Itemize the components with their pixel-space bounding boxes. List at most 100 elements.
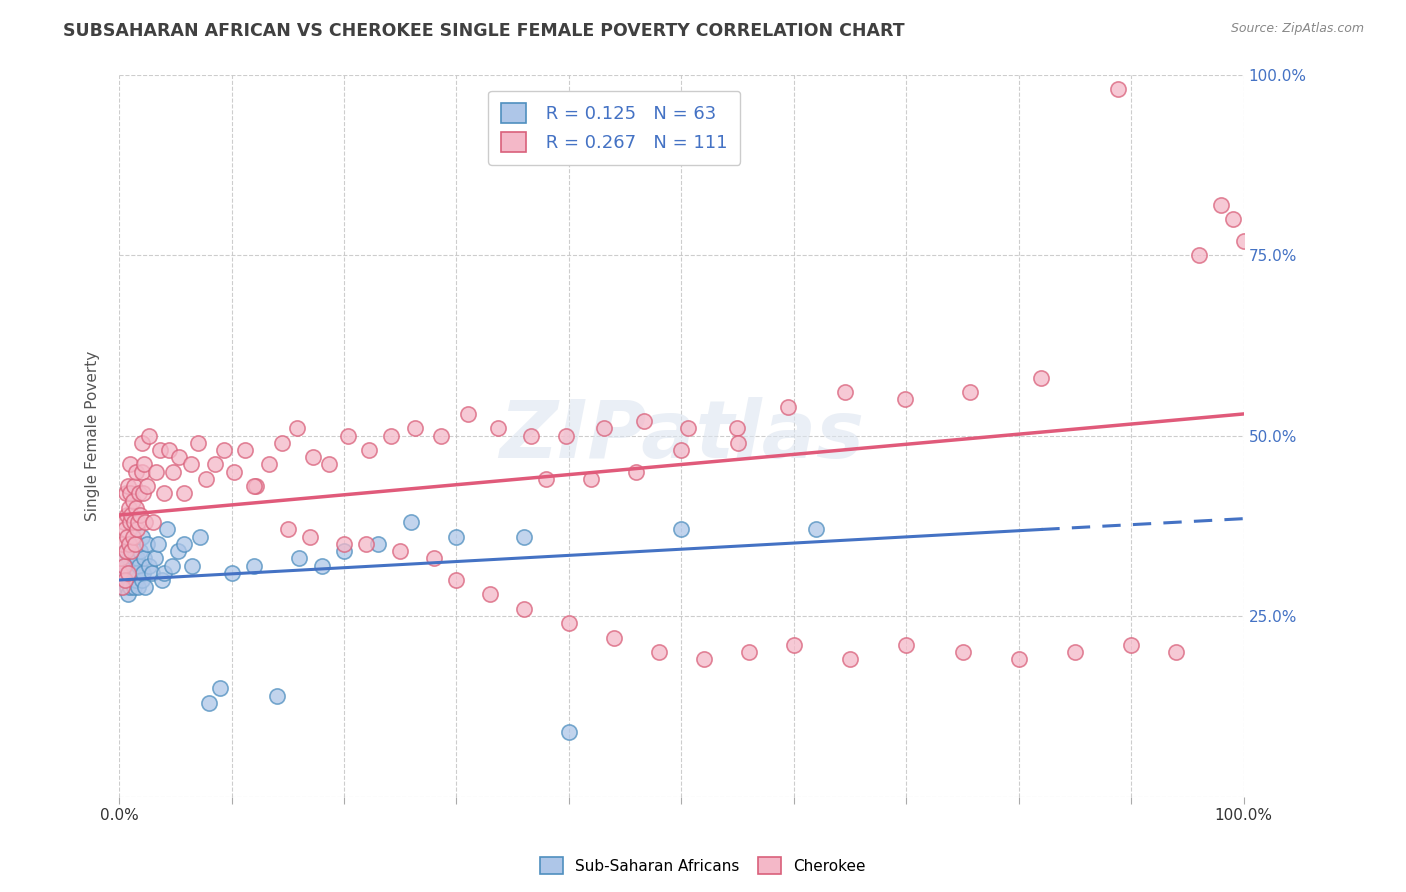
- Point: [127, 515, 149, 529]
- Point: [120, 508, 142, 522]
- Point: [271, 435, 294, 450]
- Point: [120, 458, 142, 472]
- Point: [558, 616, 581, 631]
- Point: [111, 537, 134, 551]
- Y-axis label: Single Female Poverty: Single Female Poverty: [86, 351, 100, 521]
- Point: [132, 458, 155, 472]
- Point: [693, 652, 716, 666]
- Point: [110, 566, 132, 580]
- Point: [648, 645, 671, 659]
- Point: [839, 652, 862, 666]
- Point: [153, 566, 176, 580]
- Point: [204, 458, 226, 472]
- Point: [180, 458, 202, 472]
- Point: [188, 530, 211, 544]
- Point: [404, 421, 426, 435]
- Point: [142, 515, 165, 529]
- Point: [114, 573, 136, 587]
- Point: [118, 551, 141, 566]
- Point: [112, 515, 135, 529]
- Point: [157, 443, 180, 458]
- Point: [212, 443, 235, 458]
- Point: [633, 414, 655, 428]
- Text: Source: ZipAtlas.com: Source: ZipAtlas.com: [1230, 22, 1364, 36]
- Point: [333, 544, 356, 558]
- Point: [111, 580, 134, 594]
- Point: [896, 638, 918, 652]
- Point: [120, 544, 142, 558]
- Point: [1121, 638, 1143, 652]
- Point: [1031, 371, 1053, 385]
- Point: [778, 400, 800, 414]
- Point: [114, 486, 136, 500]
- Point: [301, 450, 323, 465]
- Point: [112, 558, 135, 573]
- Point: [783, 638, 806, 652]
- Point: [138, 428, 160, 442]
- Point: [120, 486, 142, 500]
- Point: [959, 385, 981, 400]
- Point: [536, 472, 558, 486]
- Point: [150, 573, 173, 587]
- Point: [117, 587, 139, 601]
- Point: [581, 472, 603, 486]
- Point: [148, 443, 170, 458]
- Point: [134, 580, 156, 594]
- Point: [558, 724, 581, 739]
- Point: [337, 428, 360, 442]
- Point: [162, 465, 184, 479]
- Point: [806, 523, 828, 537]
- Point: [167, 450, 190, 465]
- Point: [446, 573, 468, 587]
- Point: [457, 407, 479, 421]
- Point: [423, 551, 446, 566]
- Point: [311, 558, 333, 573]
- Point: [285, 421, 308, 435]
- Point: [160, 558, 183, 573]
- Point: [118, 500, 141, 515]
- Point: [121, 573, 143, 587]
- Point: [132, 551, 155, 566]
- Point: [554, 428, 576, 442]
- Point: [356, 537, 378, 551]
- Point: [173, 486, 195, 500]
- Point: [738, 645, 761, 659]
- Point: [1188, 248, 1211, 262]
- Point: [120, 544, 142, 558]
- Point: [120, 580, 142, 594]
- Point: [122, 551, 145, 566]
- Point: [131, 530, 153, 544]
- Point: [671, 443, 693, 458]
- Point: [125, 566, 148, 580]
- Point: [108, 566, 131, 580]
- Point: [111, 580, 134, 594]
- Point: [134, 515, 156, 529]
- Legend: Sub-Saharan Africans, Cherokee: Sub-Saharan Africans, Cherokee: [534, 851, 872, 880]
- Point: [122, 479, 145, 493]
- Point: [129, 508, 152, 522]
- Point: [513, 530, 536, 544]
- Point: [243, 558, 266, 573]
- Point: [181, 558, 204, 573]
- Point: [1064, 645, 1087, 659]
- Point: [194, 472, 217, 486]
- Point: [671, 523, 693, 537]
- Point: [380, 428, 402, 442]
- Point: [118, 537, 141, 551]
- Point: [125, 465, 148, 479]
- Point: [153, 486, 176, 500]
- Point: [120, 537, 142, 551]
- Point: [148, 537, 170, 551]
- Point: [125, 551, 148, 566]
- Point: [173, 537, 195, 551]
- Point: [676, 421, 699, 435]
- Point: [257, 458, 280, 472]
- Point: [115, 530, 138, 544]
- Point: [233, 443, 256, 458]
- Point: [266, 689, 288, 703]
- Point: [401, 515, 423, 529]
- Point: [112, 558, 135, 573]
- Text: ZIPatlas: ZIPatlas: [499, 397, 863, 475]
- Point: [125, 523, 148, 537]
- Point: [114, 551, 136, 566]
